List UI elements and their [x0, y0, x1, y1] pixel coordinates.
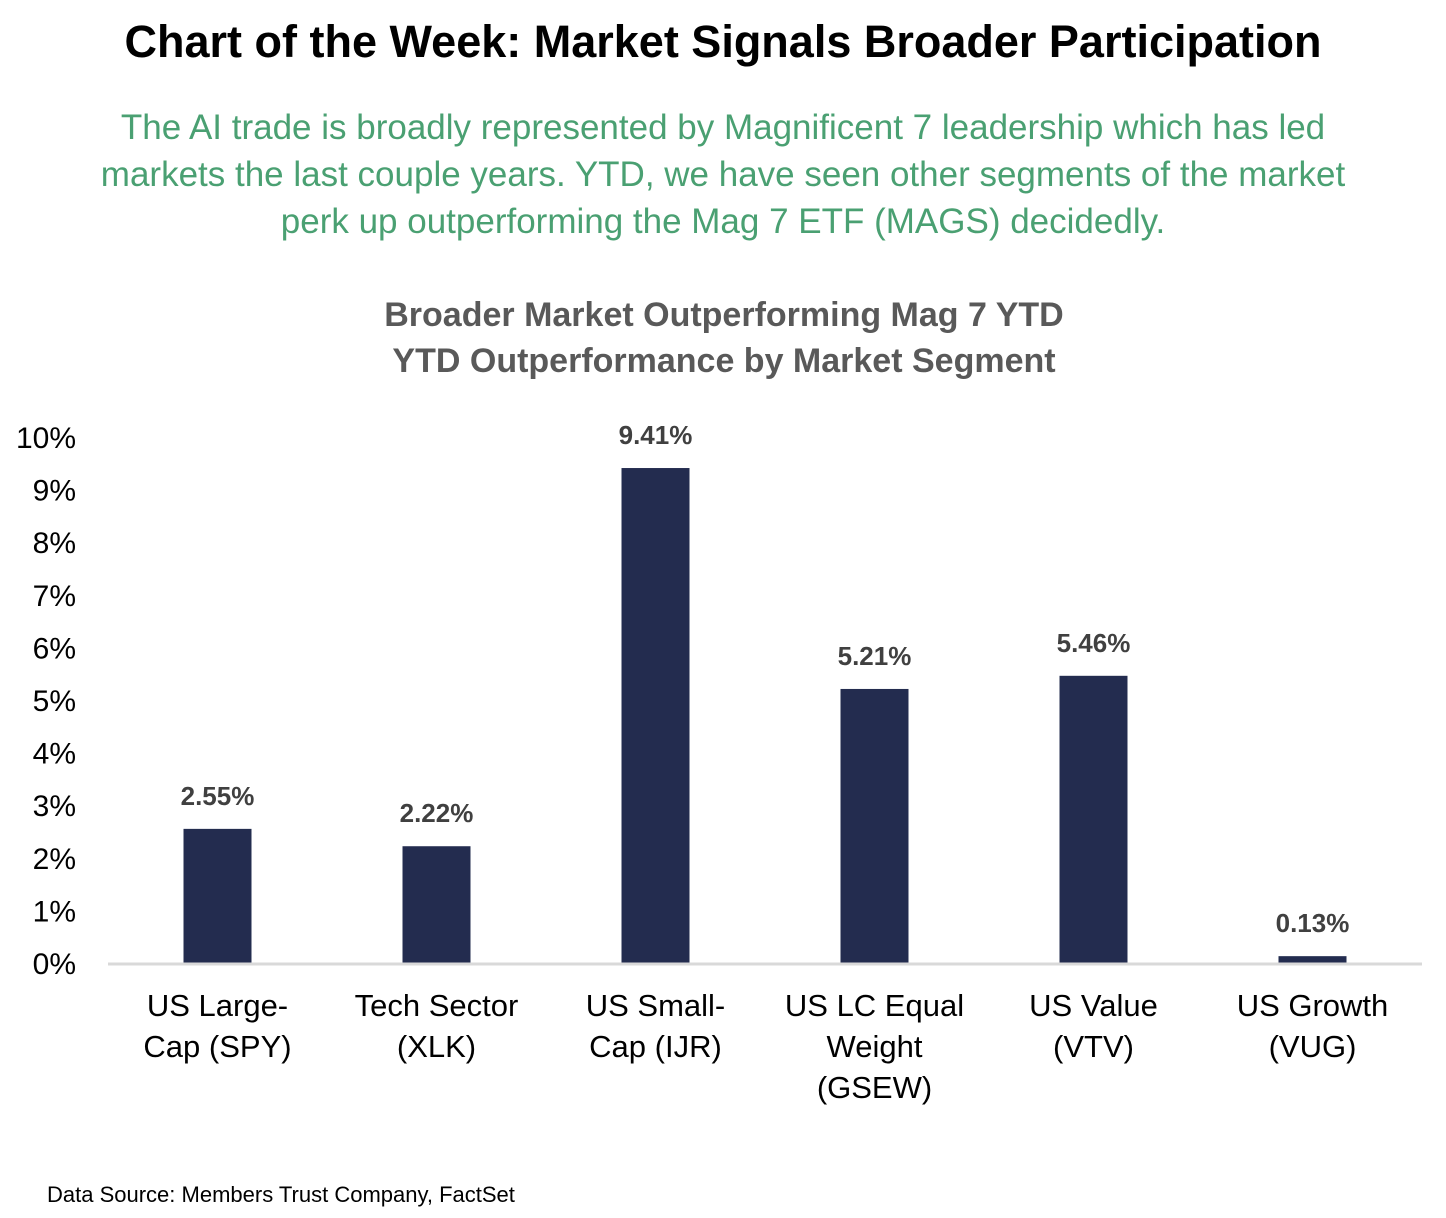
data-label: 5.46%	[1057, 628, 1131, 658]
bar	[1059, 675, 1128, 963]
subtitle-line: The AI trade is broadly represented by M…	[120, 108, 1326, 147]
data-source-footnote: Data Source: Members Trust Company, Fact…	[47, 1182, 515, 1207]
y-tick-label: 9%	[33, 475, 76, 508]
x-tick-label: US Large-	[147, 988, 288, 1023]
x-axis: US Large- Cap (SPY) Tech Sector (XLK) US Sma…	[108, 962, 1422, 1105]
y-tick-label: 4%	[33, 738, 76, 771]
y-tick-label: 7%	[33, 580, 76, 613]
headline: Chart of the Week: Market Signals Broade…	[124, 16, 1322, 67]
x-tick-label: US Growth	[1237, 988, 1389, 1023]
bar	[621, 468, 690, 963]
x-tick-label: US Small-	[586, 988, 726, 1023]
subtitle-line: perk up outperforming the Mag 7 ETF (MAG…	[280, 202, 1166, 241]
y-tick-label: 8%	[33, 527, 76, 560]
chart-title: Broader Market Outperforming Mag 7 YTD	[384, 296, 1064, 334]
x-tick-label: (VUG)	[1269, 1029, 1357, 1064]
y-tick-label: 0%	[33, 948, 76, 981]
data-label: 5.21%	[838, 641, 912, 671]
x-tick-label: (VTV)	[1053, 1029, 1134, 1064]
x-tick-label: US LC Equal	[785, 988, 964, 1023]
bar	[840, 688, 909, 963]
x-tick-label: (GSEW)	[817, 1070, 932, 1105]
subtitle-line: markets the last couple years. YTD, we h…	[100, 155, 1346, 194]
bar	[183, 828, 252, 963]
x-tick-label: Cap (IJR)	[589, 1029, 722, 1064]
data-label: 9.41%	[619, 420, 693, 450]
bar-chart: Broader Market Outperforming Mag 7 YTD Y…	[16, 296, 1422, 1105]
y-tick-label: 3%	[33, 790, 76, 823]
bar	[1278, 956, 1347, 963]
x-tick-label: Cap (SPY)	[143, 1029, 291, 1064]
y-axis: 0% 1% 2% 3% 4% 5% 6% 7% 8% 9% 10%	[16, 422, 76, 981]
y-tick-label: 10%	[16, 422, 76, 455]
y-tick-label: 1%	[33, 895, 76, 928]
chart-subtitle: YTD Outperformance by Market Segment	[392, 342, 1055, 380]
x-tick-label: US Value	[1029, 988, 1158, 1023]
x-tick-label: (XLK)	[397, 1029, 476, 1064]
y-tick-label: 5%	[33, 685, 76, 718]
x-tick-label: Weight	[827, 1029, 923, 1064]
data-label: 2.55%	[181, 781, 255, 811]
data-label: 0.13%	[1276, 908, 1350, 938]
bars-group	[183, 468, 1347, 963]
data-label: 2.22%	[400, 798, 474, 828]
y-tick-label: 2%	[33, 843, 76, 876]
subtitle: The AI trade is broadly represented by M…	[0, 104, 1446, 245]
data-labels-group: 2.55% 2.22% 9.41% 5.21% 5.46% 0.13%	[181, 420, 1350, 938]
bar	[402, 846, 471, 963]
x-tick-label: Tech Sector	[355, 988, 519, 1023]
y-tick-label: 6%	[33, 632, 76, 665]
